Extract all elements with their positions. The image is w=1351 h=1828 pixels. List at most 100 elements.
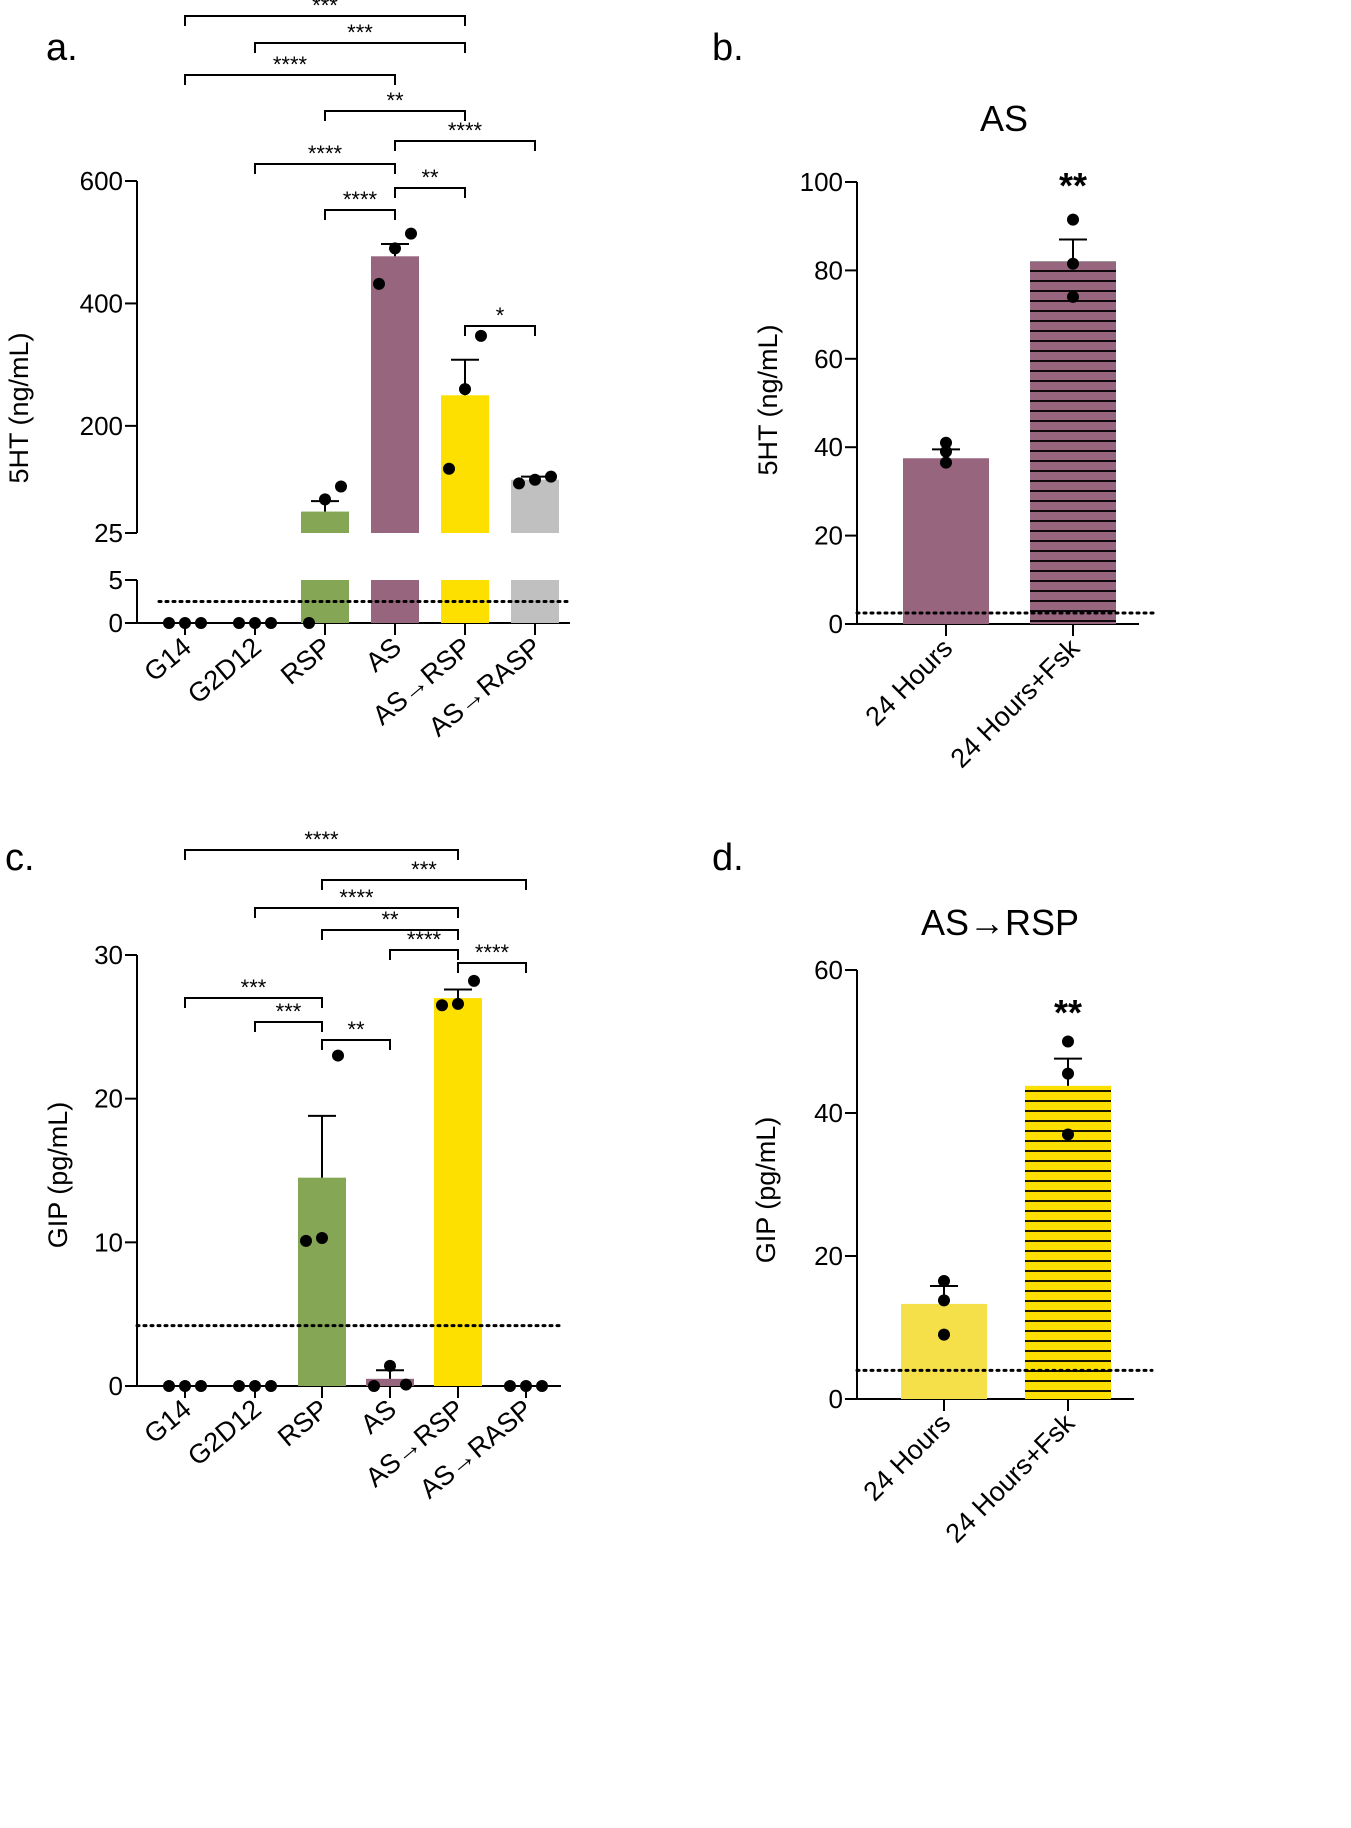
- x-tick-label-rsp: RSP: [275, 632, 337, 691]
- y-axis-label: 5HT (ng/mL): [4, 332, 34, 483]
- y-tick-label: 20: [814, 521, 843, 551]
- data-point-rsp: [319, 493, 331, 506]
- data-point-24-hours-fsk: [1062, 1067, 1074, 1080]
- data-point-g14: [163, 1380, 175, 1392]
- data-point-g14: [179, 617, 191, 629]
- significance-label: **: [1059, 165, 1087, 206]
- bar-as-upper: [371, 256, 419, 533]
- y-tick-label: 40: [814, 432, 843, 462]
- data-point-g14: [179, 1380, 191, 1392]
- significance-label: ****: [273, 52, 308, 77]
- data-point-24-hours-fsk: [1067, 257, 1079, 270]
- significance-bracket: [254, 42, 466, 53]
- significance-bracket: [457, 962, 527, 973]
- data-point-24-hours: [938, 1328, 950, 1341]
- data-point-as: [373, 277, 385, 290]
- data-point-rsp: [332, 1049, 344, 1062]
- data-point-g2d12: [249, 1380, 261, 1392]
- data-point-as-to-rasp: [536, 1380, 548, 1392]
- significance-label: ***: [347, 20, 373, 45]
- data-point-g2d12: [233, 1380, 245, 1392]
- x-tick-label-g14: G14: [138, 632, 196, 688]
- significance-label: **: [347, 1017, 365, 1042]
- y-axis-label: GIP (pg/mL): [43, 1102, 73, 1249]
- x-tick-label-as: AS: [355, 1394, 402, 1440]
- significance-label: ***: [241, 975, 267, 1000]
- y-tick-label: 40: [814, 1098, 843, 1128]
- y-axis-label: GIP (pg/mL): [751, 1117, 781, 1264]
- significance-label: ****: [308, 141, 343, 166]
- data-point-rsp: [303, 617, 315, 629]
- data-point-as-to-rasp: [513, 477, 525, 490]
- data-point-g2d12: [265, 617, 277, 629]
- data-point-24-hours: [938, 1294, 950, 1307]
- data-point-24-hours: [940, 436, 952, 449]
- significance-bracket: [184, 74, 396, 85]
- y-tick-label: 5: [109, 565, 123, 595]
- x-tick-label-24-hours: 24 Hours: [860, 633, 959, 732]
- data-point-as: [368, 1380, 380, 1392]
- significance-bracket: [389, 949, 459, 960]
- panel-label: b.: [712, 27, 744, 69]
- significance-bracket: [321, 879, 527, 890]
- significance-label: ****: [304, 827, 339, 852]
- significance-label: ****: [339, 885, 374, 910]
- x-tick-label-24-hours: 24 Hours: [858, 1408, 957, 1507]
- x-tick-label-24-hours-fsk: 24 Hours+Fsk: [940, 1408, 1081, 1549]
- y-tick-label: 60: [814, 955, 843, 985]
- significance-label: **: [421, 165, 439, 190]
- data-point-24-hours-fsk: [1062, 1035, 1074, 1048]
- significance-bracket: [184, 849, 459, 860]
- significance-label: *: [496, 303, 505, 328]
- data-point-rsp: [335, 480, 347, 493]
- x-tick-label-24-hours-fsk: 24 Hours+Fsk: [945, 633, 1086, 774]
- y-tick-label: 0: [109, 1371, 123, 1401]
- panel-label: a.: [46, 27, 78, 69]
- significance-bracket: [184, 15, 466, 26]
- y-tick-label: 20: [94, 1084, 123, 1114]
- significance-bracket: [254, 1021, 323, 1032]
- data-point-as-to-rasp: [504, 1380, 516, 1392]
- x-tick-label-g2d12: G2D12: [182, 1394, 267, 1472]
- x-tick-label-g14: G14: [138, 1394, 196, 1450]
- data-point-g2d12: [249, 617, 261, 629]
- data-point-24-hours-fsk: [1062, 1128, 1074, 1141]
- data-point-g14: [195, 1380, 207, 1392]
- significance-label: ****: [448, 118, 483, 143]
- significance-bracket: [324, 209, 396, 220]
- significance-label: **: [381, 907, 399, 932]
- data-point-g2d12: [233, 617, 245, 629]
- y-tick-label: 25: [94, 518, 123, 548]
- data-point-g2d12: [265, 1380, 277, 1392]
- significance-label: ***: [312, 0, 338, 18]
- significance-bracket: [254, 163, 396, 174]
- data-point-as-to-rsp: [443, 462, 455, 475]
- data-point-as-to-rasp: [545, 470, 557, 483]
- data-point-as-to-rsp: [459, 383, 471, 396]
- data-point-as: [389, 242, 401, 255]
- data-point-as-to-rsp: [436, 999, 448, 1012]
- significance-label: ****: [343, 187, 378, 212]
- significance-bracket: [394, 140, 536, 151]
- y-tick-label: 600: [80, 166, 123, 196]
- panel-label: c.: [5, 837, 35, 879]
- chart-title: AS→RSP: [921, 902, 1079, 943]
- significance-bracket: [184, 997, 323, 1008]
- significance-bracket: [394, 187, 466, 198]
- y-axis-label: 5HT (ng/mL): [753, 324, 783, 475]
- significance-label: ***: [276, 999, 302, 1024]
- data-point-24-hours: [940, 445, 952, 458]
- bar-24-hours: [901, 1303, 987, 1399]
- data-point-24-hours-fsk: [1067, 290, 1079, 303]
- significance-label: ****: [475, 940, 510, 965]
- data-point-as-to-rsp: [452, 997, 464, 1010]
- data-point-as-to-rasp: [529, 473, 541, 486]
- panel-label: d.: [712, 837, 744, 879]
- y-tick-label: 400: [80, 288, 123, 318]
- significance-bracket: [321, 929, 459, 940]
